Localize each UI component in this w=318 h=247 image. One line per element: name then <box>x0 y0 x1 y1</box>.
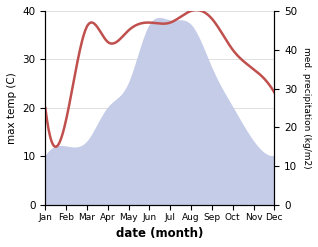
Y-axis label: med. precipitation (kg/m2): med. precipitation (kg/m2) <box>302 47 311 169</box>
Y-axis label: max temp (C): max temp (C) <box>7 72 17 144</box>
X-axis label: date (month): date (month) <box>116 227 204 240</box>
